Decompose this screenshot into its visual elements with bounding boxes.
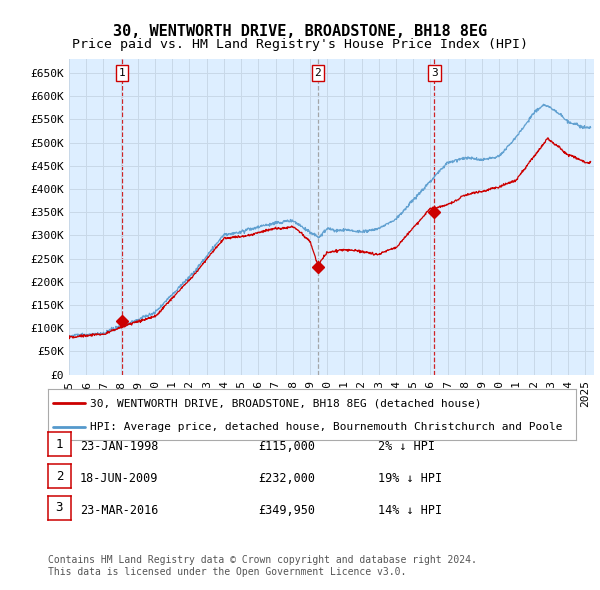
Text: Contains HM Land Registry data © Crown copyright and database right 2024.
This d: Contains HM Land Registry data © Crown c… xyxy=(48,555,477,577)
Text: 18-JUN-2009: 18-JUN-2009 xyxy=(80,472,158,485)
Text: £232,000: £232,000 xyxy=(258,472,315,485)
Text: 2: 2 xyxy=(56,470,63,483)
Text: 19% ↓ HPI: 19% ↓ HPI xyxy=(378,472,442,485)
Text: £115,000: £115,000 xyxy=(258,440,315,453)
Text: 23-JAN-1998: 23-JAN-1998 xyxy=(80,440,158,453)
Text: HPI: Average price, detached house, Bournemouth Christchurch and Poole: HPI: Average price, detached house, Bour… xyxy=(90,422,563,432)
Text: 3: 3 xyxy=(431,68,438,78)
Text: 14% ↓ HPI: 14% ↓ HPI xyxy=(378,504,442,517)
Text: £349,950: £349,950 xyxy=(258,504,315,517)
Text: 1: 1 xyxy=(118,68,125,78)
Text: 1: 1 xyxy=(56,438,63,451)
Text: 23-MAR-2016: 23-MAR-2016 xyxy=(80,504,158,517)
Text: 30, WENTWORTH DRIVE, BROADSTONE, BH18 8EG (detached house): 30, WENTWORTH DRIVE, BROADSTONE, BH18 8E… xyxy=(90,398,482,408)
Text: 3: 3 xyxy=(56,502,63,514)
Text: 30, WENTWORTH DRIVE, BROADSTONE, BH18 8EG: 30, WENTWORTH DRIVE, BROADSTONE, BH18 8E… xyxy=(113,24,487,38)
Text: 2: 2 xyxy=(314,68,321,78)
Text: 2% ↓ HPI: 2% ↓ HPI xyxy=(378,440,435,453)
Text: Price paid vs. HM Land Registry's House Price Index (HPI): Price paid vs. HM Land Registry's House … xyxy=(72,38,528,51)
